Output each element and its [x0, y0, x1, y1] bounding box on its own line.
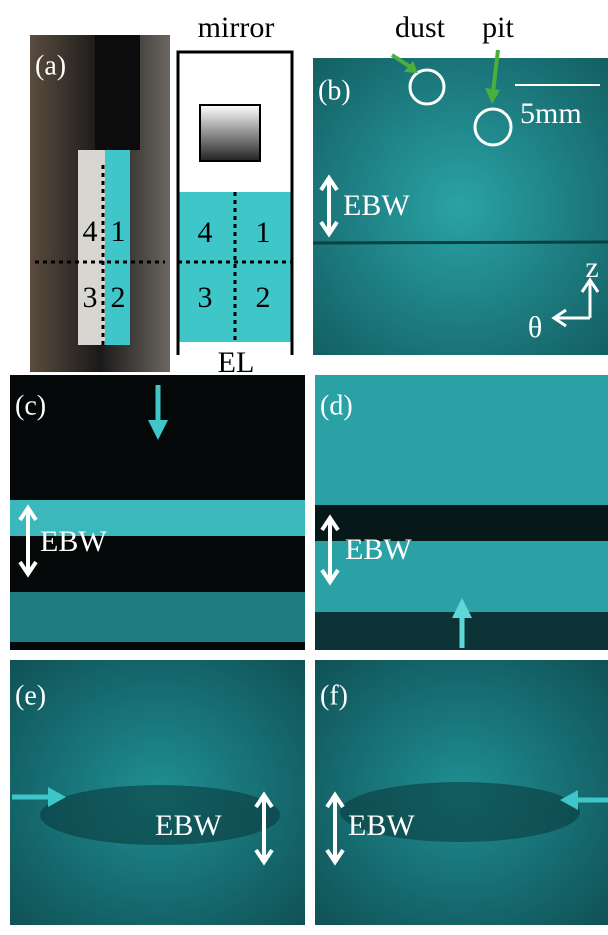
panel-label: (a) — [35, 50, 66, 81]
figure: (a) 4 1 3 2 mirror 4 1 3 2 EL dust pit 5… — [0, 0, 608, 935]
ebw-label: EBW — [40, 525, 107, 558]
quadrant: 1 — [256, 216, 271, 249]
panel-label: (d) — [320, 390, 353, 421]
z-label: z — [585, 251, 598, 284]
panel-c: (c) EBW — [10, 375, 305, 650]
dust-label: dust — [395, 11, 446, 44]
panel-label: (f) — [320, 680, 348, 711]
panel-e: (e) EBW — [10, 660, 305, 925]
quadrant: 4 — [83, 215, 98, 248]
quadrant: 3 — [83, 281, 98, 314]
pit-label: pit — [482, 11, 514, 44]
el-label: EL — [218, 346, 255, 379]
tube — [95, 35, 140, 150]
panel-label: (c) — [15, 390, 46, 421]
weld-line — [313, 242, 608, 243]
diagram: mirror 4 1 3 2 EL — [178, 11, 292, 379]
ebw-label: EBW — [345, 533, 412, 566]
panel-f: (f) EBW — [315, 660, 608, 925]
ebw-label: EBW — [343, 189, 410, 222]
quadrant: 3 — [198, 281, 213, 314]
panel-a: (a) 4 1 3 2 — [30, 35, 170, 372]
ebw-label: EBW — [155, 809, 222, 842]
scale-label: 5mm — [520, 97, 582, 130]
mirror — [200, 105, 260, 161]
panel-label: (e) — [15, 680, 46, 711]
panel-d: (d) EBW — [315, 375, 608, 650]
quadrant: 1 — [111, 215, 126, 248]
theta-label: θ — [528, 311, 542, 344]
quadrant: 2 — [111, 281, 126, 314]
band — [10, 592, 305, 642]
panel-b: dust pit 5mm (b) EBW z θ — [313, 11, 608, 355]
mirror-label: mirror — [198, 11, 275, 44]
quadrant: 2 — [256, 281, 271, 314]
ebw-label: EBW — [348, 809, 415, 842]
panel-label: (b) — [318, 75, 351, 106]
quadrant: 4 — [198, 216, 213, 249]
